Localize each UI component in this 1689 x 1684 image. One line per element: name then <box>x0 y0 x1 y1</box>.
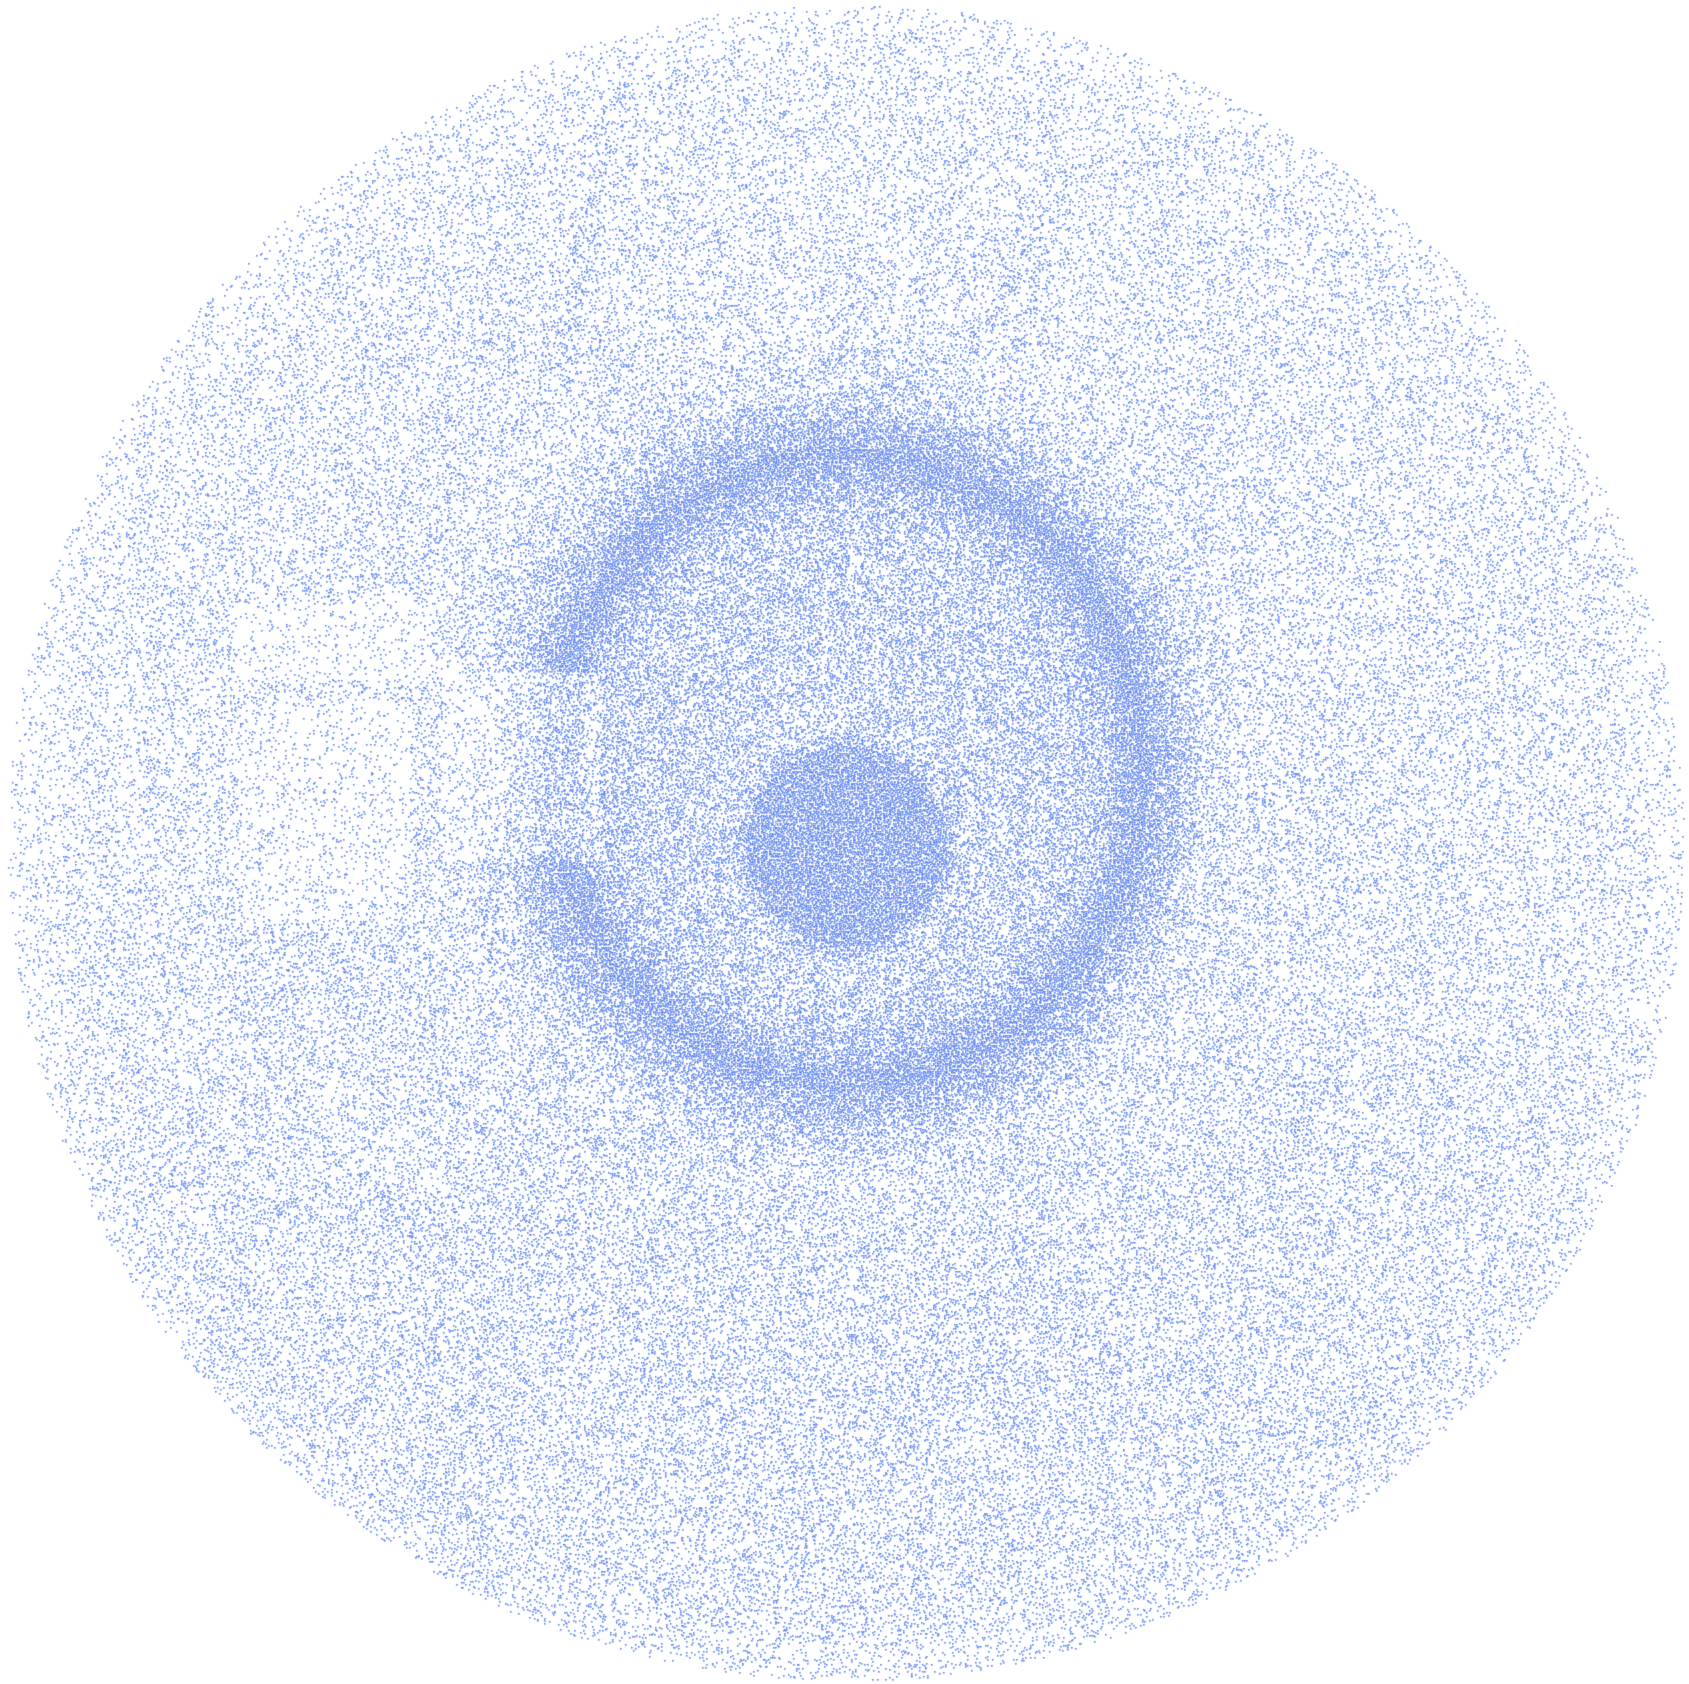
stippled-eye-image <box>0 0 1689 1684</box>
eye-dot-field <box>0 0 1689 1684</box>
